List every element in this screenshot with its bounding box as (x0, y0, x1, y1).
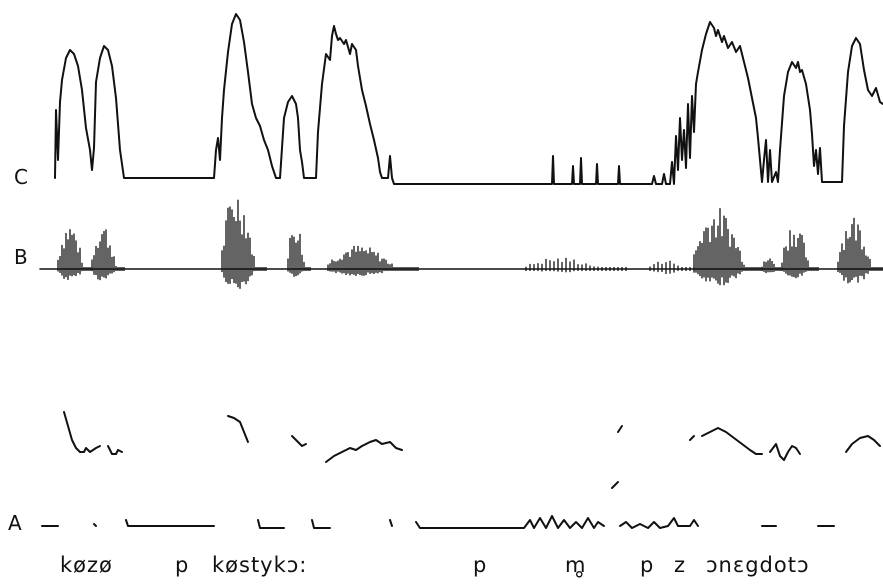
row-c: C (14, 13, 883, 189)
transcription-segment: køzø (60, 553, 113, 577)
segment-bar (125, 519, 215, 527)
pitch-segment (845, 435, 881, 453)
row-a: A (8, 511, 835, 535)
transcription: køzø p køstykɔ: p m ° p z ɔnɛgdotɔ (60, 553, 809, 587)
transcription-segment: p (640, 553, 654, 577)
pitch-segment (689, 435, 695, 441)
pitch-segment (611, 481, 619, 489)
transcription-segment: p (175, 553, 189, 577)
envelope-trace (54, 13, 883, 185)
pitch-segment (325, 439, 403, 463)
pitch-segment (63, 411, 101, 453)
row-label-c: C (14, 165, 28, 189)
pitch-segment (701, 427, 763, 455)
transcription-diacritic: ° (574, 568, 586, 587)
segment-bar (415, 515, 605, 529)
segment-bar (257, 519, 285, 529)
pitch-segment (107, 445, 123, 455)
row-label-b: B (14, 245, 28, 269)
pitch-segment (617, 425, 623, 433)
waveform-bursts (57, 199, 883, 289)
segment-bar (93, 523, 97, 527)
pitch-segment (291, 435, 307, 447)
pitch-segment (769, 443, 801, 461)
transcription-segment: z (674, 553, 686, 577)
transcription-segment: p (473, 553, 487, 577)
pitch-contour (63, 411, 881, 489)
row-b: B (14, 199, 883, 289)
row-label-a: A (8, 511, 22, 535)
transcription-segment: ɔnɛgdotɔ (706, 553, 809, 577)
segment-bar (389, 519, 393, 527)
transcription-segment: m (565, 553, 586, 577)
segment-bar (311, 519, 331, 529)
segment-bar (619, 517, 699, 529)
transcription-segment: køstykɔ: (212, 553, 307, 577)
segment-bars (41, 515, 835, 529)
pitch-segment (227, 415, 249, 443)
